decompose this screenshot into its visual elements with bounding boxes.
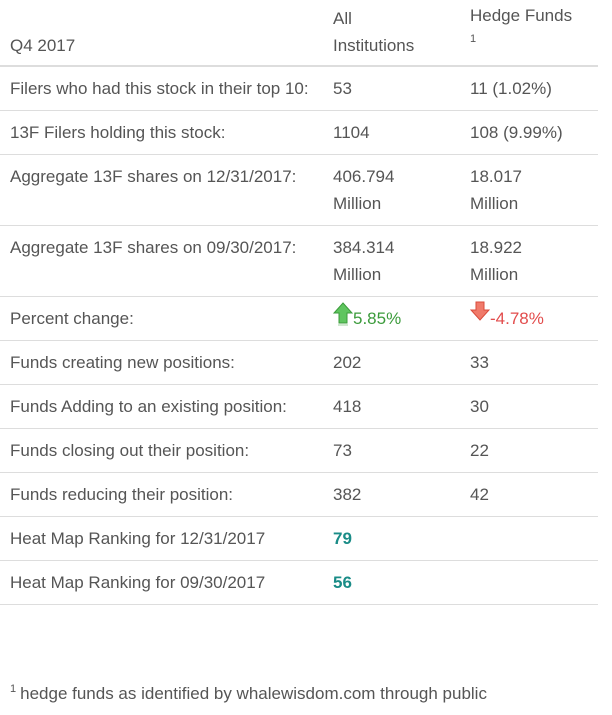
hedge-funds-value: 18.922 Million [460, 225, 598, 297]
holdings-summary: Q4 2017 All Institutions Hedge Funds 1 F… [0, 0, 598, 704]
row-label: Funds closing out their position: [0, 428, 323, 473]
footnote-marker: 1 [10, 683, 17, 695]
table-row: 13F Filers holding this stock: 1104 108 … [0, 110, 598, 155]
all-institutions-percent-change: 5.85% [323, 296, 460, 341]
hedge-funds-value: 42 [460, 472, 598, 517]
row-label: Aggregate 13F shares on 12/31/2017: [0, 154, 323, 226]
all-institutions-value: 384.314 Million [323, 225, 460, 297]
row-label: Funds Adding to an existing position: [0, 384, 323, 429]
row-label: Percent change: [0, 296, 323, 341]
table-row: Percent change: 5.85% -4.78% [0, 296, 598, 341]
period-header: Q4 2017 [10, 36, 76, 55]
all-institutions-header-line1: All [333, 9, 352, 28]
table-row: Aggregate 13F shares on 09/30/2017: 384.… [0, 225, 598, 297]
hedge-funds-header: Hedge Funds 1 [460, 0, 598, 66]
heat-map-ranking-link[interactable]: 56 [323, 560, 460, 605]
all-institutions-value: 1104 [323, 110, 460, 155]
hedge-funds-footnote-marker: 1 [470, 33, 477, 45]
row-label: Funds creating new positions: [0, 340, 323, 385]
hedge-funds-value: 30 [460, 384, 598, 429]
row-label: Filers who had this stock in their top 1… [0, 66, 323, 111]
all-institutions-value: 53 [323, 66, 460, 111]
table-row: Heat Map Ranking for 12/31/2017 79 [0, 516, 598, 561]
all-institutions-value: 418 [323, 384, 460, 429]
footnote: 1 hedge funds as identified by whalewisdo… [10, 683, 487, 704]
all-institutions-header-line2: Institutions [333, 36, 415, 55]
hedge-funds-value: 11 (1.02%) [460, 66, 598, 111]
hedge-funds-percent-change: -4.78% [460, 296, 598, 341]
percent-change-value: 5.85% [353, 309, 402, 328]
all-institutions-value: 406.794 Million [323, 154, 460, 226]
all-institutions-value: 73 [323, 428, 460, 473]
all-institutions-header: All Institutions [323, 0, 460, 66]
table-row: Funds reducing their position: 382 42 [0, 472, 598, 517]
holdings-table: Q4 2017 All Institutions Hedge Funds 1 F… [0, 0, 598, 605]
table-row: Filers who had this stock in their top 1… [0, 66, 598, 111]
heat-map-ranking-link[interactable]: 79 [323, 516, 460, 561]
row-label: 13F Filers holding this stock: [0, 110, 323, 155]
row-label: Heat Map Ranking for 12/31/2017 [0, 516, 323, 561]
hedge-funds-value: 22 [460, 428, 598, 473]
row-label: Heat Map Ranking for 09/30/2017 [0, 560, 323, 605]
table-row: Funds creating new positions: 202 33 [0, 340, 598, 385]
table-row: Funds closing out their position: 73 22 [0, 428, 598, 473]
percent-change-value: -4.78% [490, 309, 544, 328]
green-up-arrow-icon [333, 302, 353, 326]
hedge-funds-value: 18.017 Million [460, 154, 598, 226]
red-down-arrow-icon [470, 301, 490, 321]
footnote-text: hedge funds as identified by whalewisdom… [20, 684, 487, 703]
row-label: Aggregate 13F shares on 09/30/2017: [0, 225, 323, 297]
table-row: Funds Adding to an existing position: 41… [0, 384, 598, 429]
hedge-funds-header-label: Hedge Funds [470, 6, 573, 25]
hedge-funds-value [460, 516, 598, 561]
hedge-funds-value: 33 [460, 340, 598, 385]
hedge-funds-value: 108 (9.99%) [460, 110, 598, 155]
hedge-funds-value [460, 560, 598, 605]
row-label: Funds reducing their position: [0, 472, 323, 517]
table-row: Aggregate 13F shares on 12/31/2017: 406.… [0, 154, 598, 226]
all-institutions-value: 202 [323, 340, 460, 385]
table-row: Heat Map Ranking for 09/30/2017 56 [0, 560, 598, 605]
table-header-row: Q4 2017 All Institutions Hedge Funds 1 [0, 0, 598, 66]
all-institutions-value: 382 [323, 472, 460, 517]
